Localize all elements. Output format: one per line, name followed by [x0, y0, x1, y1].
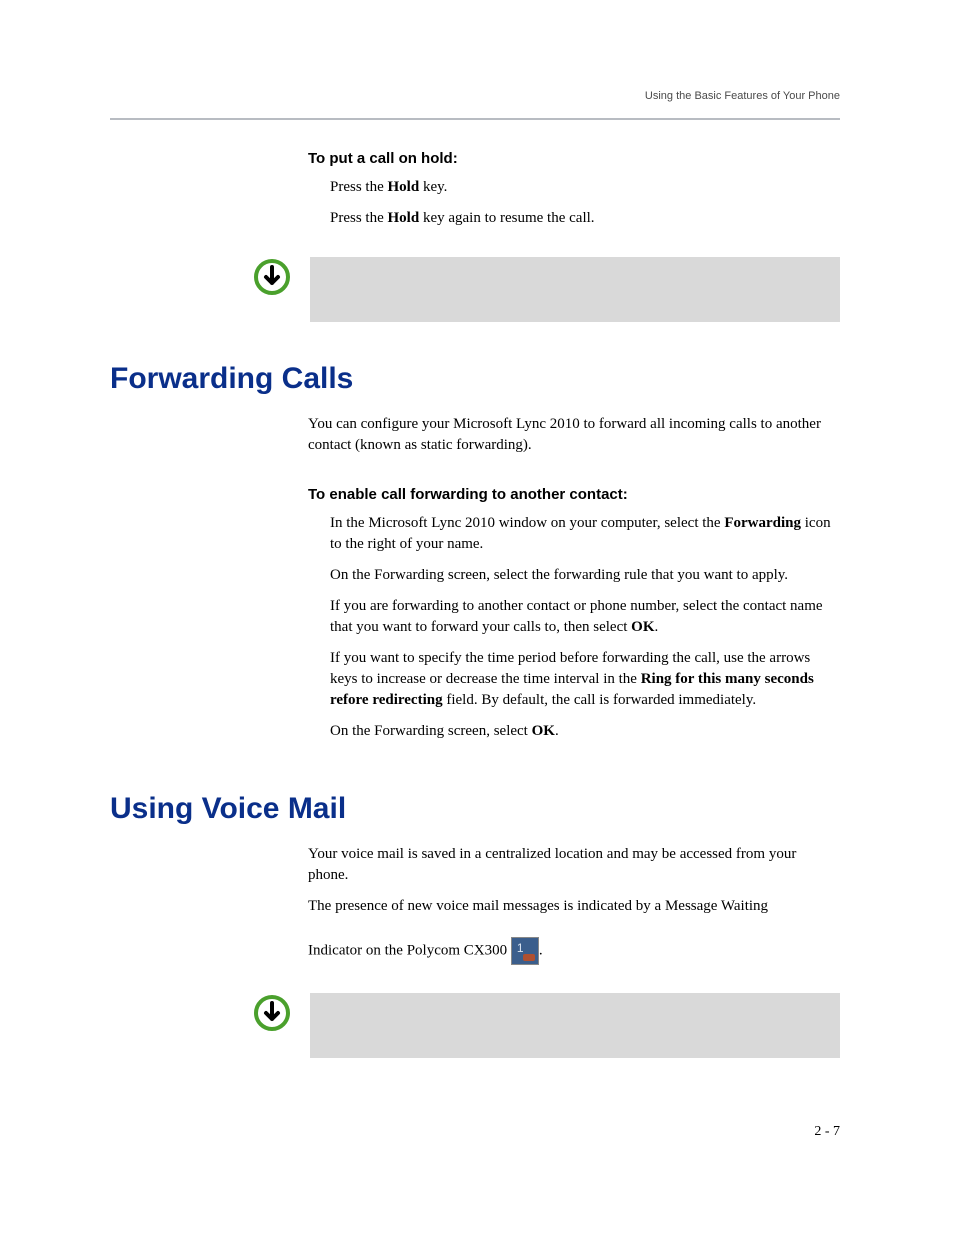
- running-head: Using the Basic Features of Your Phone: [645, 90, 840, 102]
- bold: Forwarding: [724, 515, 801, 531]
- text: In the Microsoft Lync 2010 window on you…: [330, 515, 724, 531]
- forwarding-step-3: If you are forwarding to another contact…: [330, 596, 840, 638]
- text: .: [539, 942, 543, 958]
- bold: OK: [532, 723, 555, 739]
- hold-section: To put a call on hold: Press the Hold ke…: [308, 150, 840, 229]
- text: If you are forwarding to another contact…: [330, 598, 823, 635]
- note-row: [110, 257, 840, 322]
- voicemail-p3: Indicator on the Polycom CX300 1.: [308, 937, 840, 965]
- forwarding-heading: Forwarding Calls: [110, 362, 840, 396]
- text: key again to resume the call.: [419, 210, 594, 226]
- forwarding-subhead: To enable call forwarding to another con…: [308, 486, 840, 503]
- forwarding-step-1: In the Microsoft Lync 2010 window on you…: [330, 513, 840, 555]
- hold-step-2: Press the Hold key again to resume the c…: [330, 208, 840, 229]
- hold-subhead: To put a call on hold:: [308, 150, 840, 167]
- page: Using the Basic Features of Your Phone T…: [0, 0, 954, 1235]
- bold: Hold: [388, 179, 420, 195]
- text: .: [655, 619, 659, 635]
- text: field. By default, the call is forwarded…: [443, 692, 757, 708]
- text: On the Forwarding screen, select: [330, 723, 532, 739]
- bold: OK: [631, 619, 654, 635]
- message-waiting-indicator-icon: 1: [511, 937, 539, 965]
- text: Indicator on the Polycom CX300: [308, 942, 511, 958]
- voicemail-section: Your voice mail is saved in a centralize…: [308, 844, 840, 965]
- hold-step-1: Press the Hold key.: [330, 177, 840, 198]
- forwarding-step-2: On the Forwarding screen, select the for…: [330, 565, 840, 586]
- note-icon: [252, 993, 292, 1033]
- forwarding-step-5: On the Forwarding screen, select OK.: [330, 721, 840, 742]
- note-box: [310, 257, 840, 322]
- note-icon: [252, 257, 292, 297]
- voicemail-heading: Using Voice Mail: [110, 792, 840, 826]
- text: key.: [419, 179, 447, 195]
- forwarding-step-4: If you want to specify the time period b…: [330, 648, 840, 711]
- header-rule: [110, 118, 840, 120]
- voicemail-p2: The presence of new voice mail messages …: [308, 896, 840, 917]
- voicemail-p1: Your voice mail is saved in a centralize…: [308, 844, 840, 886]
- note-row: [110, 993, 840, 1058]
- text: Press the: [330, 179, 388, 195]
- bold: Hold: [388, 210, 420, 226]
- note-box: [310, 993, 840, 1058]
- text: .: [555, 723, 559, 739]
- forwarding-section: You can configure your Microsoft Lync 20…: [308, 414, 840, 742]
- forwarding-intro: You can configure your Microsoft Lync 20…: [308, 414, 840, 456]
- content-area: To put a call on hold: Press the Hold ke…: [110, 150, 840, 1068]
- text: Press the: [330, 210, 388, 226]
- page-number: 2 - 7: [814, 1124, 840, 1140]
